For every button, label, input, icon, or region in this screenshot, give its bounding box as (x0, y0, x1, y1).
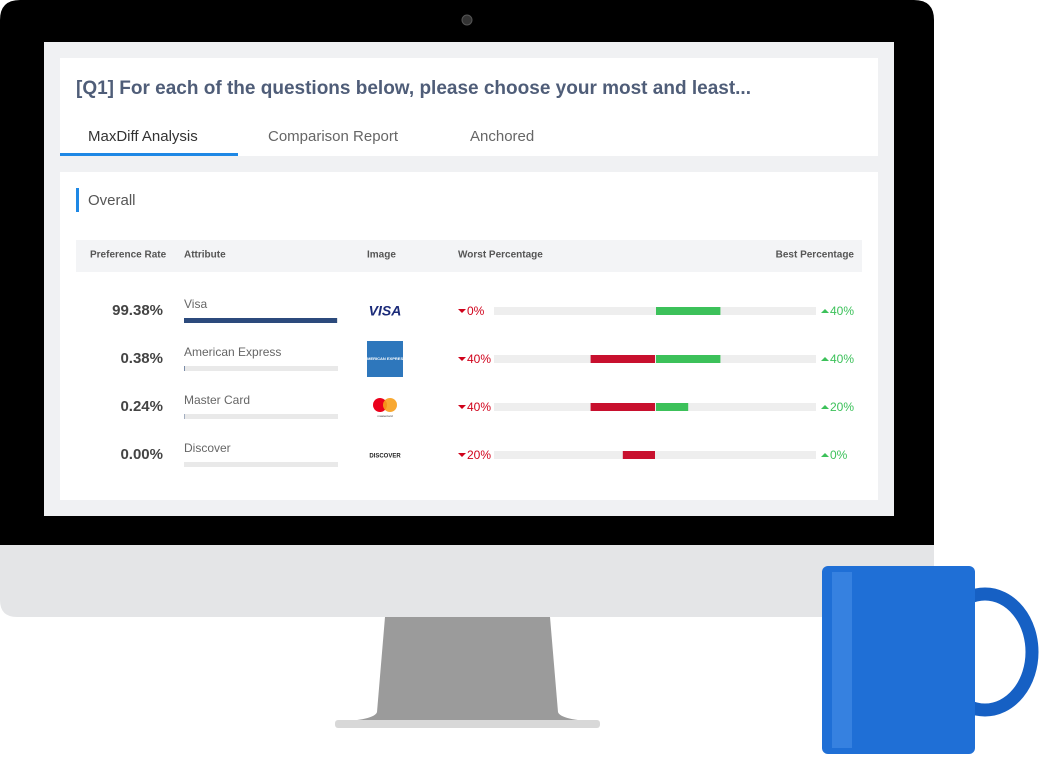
logo-mc-orange (383, 398, 397, 412)
up-arrow (821, 453, 829, 457)
preference-bar (184, 318, 338, 323)
column-header: Image (367, 250, 396, 261)
preference-rate: 99.38% (112, 302, 163, 319)
best-label: 0% (830, 448, 848, 462)
worst-label: 0% (467, 304, 485, 318)
logo-mc: mastercard (377, 414, 392, 418)
section-marker (76, 188, 79, 212)
best-label: 20% (830, 400, 854, 414)
attribute-name: Discover (184, 441, 231, 455)
column-header: Best Percentage (776, 250, 855, 261)
column-header: Worst Percentage (458, 250, 543, 261)
column-header: Preference Rate (90, 250, 167, 261)
tab[interactable]: Comparison Report (268, 128, 399, 145)
preference-track (184, 366, 338, 371)
preference-rate: 0.24% (120, 398, 163, 415)
attribute-name: Master Card (184, 393, 250, 407)
logo-visa: VISA (369, 303, 402, 319)
preference-track (184, 462, 338, 467)
logo-amex-box (367, 341, 403, 377)
attribute-name: American Express (184, 345, 281, 359)
down-arrow (458, 405, 466, 409)
down-arrow (458, 453, 466, 457)
worst-label: 40% (467, 400, 491, 414)
header-card (60, 58, 878, 156)
table-body: 99.38% Visa VISA 0% 40% 0.38% American Express… (112, 297, 854, 467)
worst-label: 40% (467, 352, 491, 366)
worst-bar (590, 403, 655, 411)
logo-discover: DISCOVER (369, 454, 401, 460)
down-arrow (458, 357, 466, 361)
stand-base (335, 720, 600, 728)
best-bar (656, 307, 721, 315)
worst-bar (622, 451, 655, 459)
column-header: Attribute (184, 250, 226, 261)
content-card (60, 172, 878, 500)
table-header (76, 240, 862, 272)
best-label: 40% (830, 352, 854, 366)
mug-body (822, 566, 975, 754)
camera (461, 14, 473, 26)
preference-rate: 0.00% (120, 446, 163, 463)
tab-underline (60, 153, 238, 156)
worst-bar (590, 355, 655, 363)
mug-highlight (832, 572, 852, 748)
up-arrow (821, 405, 829, 409)
monitor-chin (0, 545, 934, 617)
up-arrow (821, 309, 829, 313)
tab[interactable]: MaxDiff Analysis (88, 128, 198, 145)
section-title: Overall (88, 192, 136, 209)
attribute-name: Visa (184, 297, 207, 311)
logo-mc-red (373, 398, 387, 412)
best-bar (656, 355, 721, 363)
preference-track (184, 414, 338, 419)
monitor-stand (335, 617, 600, 722)
best-bar (656, 403, 689, 411)
best-label: 40% (830, 304, 854, 318)
up-arrow (821, 357, 829, 361)
diff-track (494, 307, 816, 315)
question-title: [Q1] For each of the questions below, pl… (76, 78, 751, 99)
worst-label: 20% (467, 448, 491, 462)
down-arrow (458, 309, 466, 313)
logo-amex: AMERICAN EXPRESS (364, 356, 406, 361)
preference-rate: 0.38% (120, 350, 163, 367)
tabs: MaxDiff Analysis Comparison Report Anchore… (60, 128, 534, 156)
tab[interactable]: Anchored (470, 128, 534, 145)
preference-bar (184, 366, 185, 371)
